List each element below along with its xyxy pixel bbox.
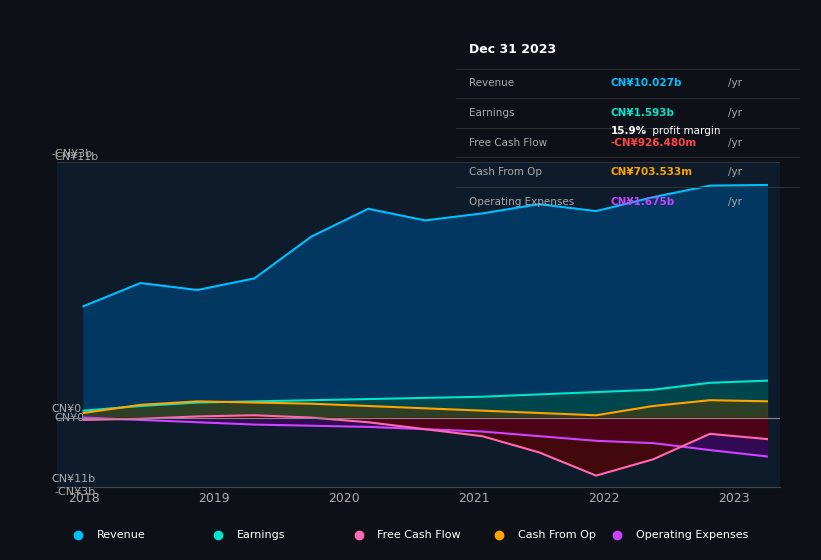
Text: CN¥0: CN¥0	[55, 413, 85, 423]
Text: Operating Expenses: Operating Expenses	[470, 197, 575, 207]
Text: profit margin: profit margin	[649, 127, 720, 137]
Text: Operating Expenses: Operating Expenses	[636, 530, 748, 540]
Text: Cash From Op: Cash From Op	[518, 530, 595, 540]
Text: Revenue: Revenue	[470, 78, 515, 88]
Text: CN¥1.675b: CN¥1.675b	[611, 197, 675, 207]
Text: Earnings: Earnings	[237, 530, 286, 540]
Text: Free Cash Flow: Free Cash Flow	[378, 530, 461, 540]
Text: Dec 31 2023: Dec 31 2023	[470, 43, 557, 56]
Text: CN¥11b: CN¥11b	[55, 152, 99, 162]
Text: CN¥703.533m: CN¥703.533m	[611, 167, 693, 177]
Text: CN¥0: CN¥0	[51, 404, 81, 414]
Text: CN¥1.593b: CN¥1.593b	[611, 108, 675, 118]
Text: 15.9%: 15.9%	[611, 127, 647, 137]
Text: /yr: /yr	[728, 78, 742, 88]
Text: /yr: /yr	[728, 167, 742, 177]
Text: /yr: /yr	[728, 108, 742, 118]
Text: Earnings: Earnings	[470, 108, 515, 118]
Text: -CN¥926.480m: -CN¥926.480m	[611, 138, 697, 148]
Text: -CN¥3b: -CN¥3b	[51, 149, 92, 159]
Text: /yr: /yr	[728, 138, 742, 148]
Text: -CN¥3b: -CN¥3b	[55, 487, 96, 497]
Text: /yr: /yr	[728, 197, 742, 207]
Text: CN¥11b: CN¥11b	[51, 474, 95, 484]
Text: Free Cash Flow: Free Cash Flow	[470, 138, 548, 148]
Text: Revenue: Revenue	[97, 530, 145, 540]
Text: CN¥10.027b: CN¥10.027b	[611, 78, 682, 88]
Text: Cash From Op: Cash From Op	[470, 167, 543, 177]
